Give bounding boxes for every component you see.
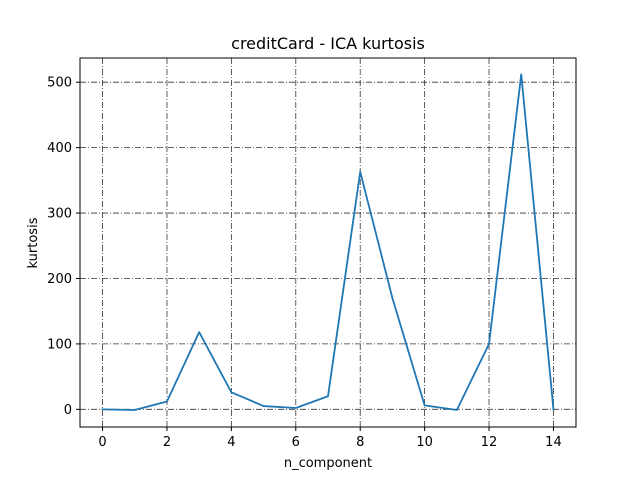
- y-axis-label: kurtosis: [26, 217, 41, 268]
- series-line: [101, 73, 555, 411]
- x-axis-label: n_component: [284, 456, 372, 471]
- x-tick-label: 8: [356, 435, 364, 450]
- y-tick-label: 0: [64, 403, 72, 418]
- series-layer: [101, 73, 555, 411]
- x-tick-label: 6: [292, 435, 300, 450]
- x-tick-label: 10: [416, 435, 433, 450]
- x-axis-ticks: 0 2 4 6 8 10 12 14: [98, 427, 562, 450]
- x-tick-label: 12: [481, 435, 498, 450]
- x-tick-label: 14: [545, 435, 562, 450]
- chart-title: creditCard - ICA kurtosis: [231, 34, 425, 53]
- y-axis-ticks: 0 100 200 300 400 500: [47, 76, 80, 418]
- y-tick-label: 400: [47, 141, 72, 156]
- plot-frame: [79, 57, 577, 428]
- y-tick-label: 200: [47, 272, 72, 287]
- grid-lines: [80, 58, 576, 427]
- y-tick-label: 100: [47, 337, 72, 352]
- y-tick-label: 300: [47, 207, 72, 222]
- x-tick-label: 2: [163, 435, 171, 450]
- x-tick-label: 4: [227, 435, 235, 450]
- x-tick-label: 0: [98, 435, 106, 450]
- y-tick-label: 500: [47, 76, 72, 91]
